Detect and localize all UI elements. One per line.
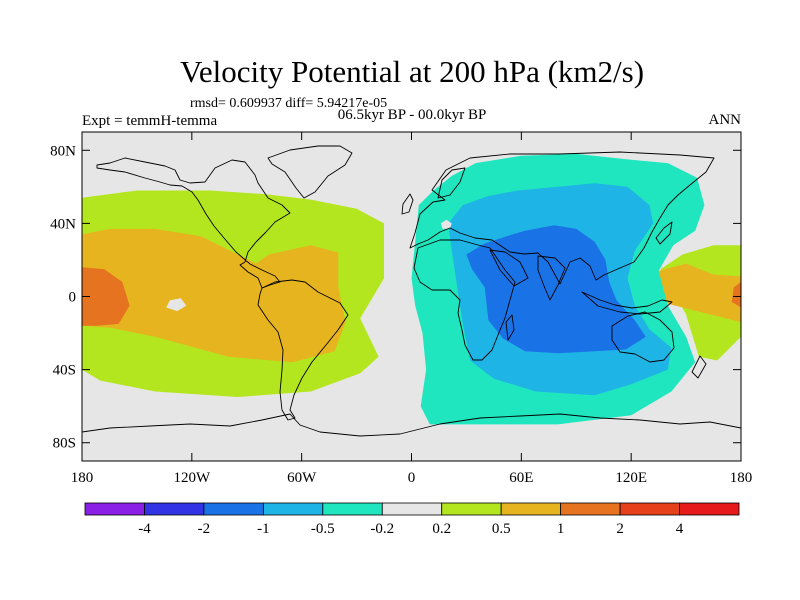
colorbar-swatch — [619, 502, 680, 516]
y-axis: 80N 40N 0 40S 80S — [50, 143, 741, 452]
japan-outline — [655, 221, 673, 245]
colorbar-swatch — [679, 502, 740, 516]
map-panel — [81, 131, 742, 462]
africa-outline — [413, 239, 516, 361]
new-zealand-outline — [691, 355, 707, 379]
colorbar-swatch — [144, 502, 205, 516]
x-tick-label: 120E — [615, 470, 647, 486]
period-label: 06.5kyr BP - 00.0kyr BP — [338, 107, 487, 123]
y-tick-label: 0 — [69, 290, 77, 306]
madagascar-outline — [505, 314, 515, 341]
colorbar-label: -4 — [138, 521, 151, 537]
contour-region-6 — [645, 263, 741, 323]
contour-region-4 — [166, 298, 187, 312]
stats-line: rmsd= 0.609937 diff= 5.94217e-05 — [190, 96, 387, 111]
colorbar-label: -0.2 — [370, 521, 394, 537]
south-america-outline — [257, 279, 349, 421]
y-tick-label: 80N — [50, 143, 76, 159]
india-outline — [537, 255, 566, 301]
x-tick-label: 60W — [287, 470, 317, 486]
contour-region-2 — [82, 228, 346, 363]
britain-outline — [401, 193, 414, 215]
colorbar-swatch — [560, 502, 621, 516]
contour-region-3 — [82, 267, 130, 326]
colorbar-label: 1 — [557, 521, 565, 537]
colorbar-swatch — [203, 502, 264, 516]
contour-region-11 — [440, 219, 452, 229]
colorbar-label: 4 — [676, 521, 684, 537]
arabia-outline — [489, 249, 529, 287]
colorbar-label: -0.5 — [311, 521, 335, 537]
scandinavia-outline — [437, 167, 466, 199]
x-tick-label: 180 — [730, 470, 753, 486]
colorbar-label: -2 — [198, 521, 211, 537]
europe-asia-outline — [409, 151, 715, 285]
north-america-outline — [96, 157, 291, 289]
contour-region-7 — [731, 281, 741, 308]
x-tick-label: 0 — [408, 470, 416, 486]
australia-outline — [611, 311, 675, 363]
x-tick-label: 60E — [509, 470, 533, 486]
x-tick-label: 180 — [71, 470, 94, 486]
season-label: ANN — [709, 112, 742, 128]
colorbar-swatch — [500, 502, 562, 516]
colorbar-label: 0.5 — [492, 521, 511, 537]
colorbar-swatch — [441, 502, 502, 516]
indonesia-outline — [581, 291, 673, 315]
colorbar-label: 2 — [616, 521, 624, 537]
colorbar-label: -1 — [257, 521, 270, 537]
colorbar-label: 0.2 — [432, 521, 451, 537]
colorbar-swatch — [262, 502, 324, 516]
x-axis: 180 120W 60W 0 60E 120E 180 — [71, 132, 753, 486]
antarctica-outline — [82, 413, 741, 437]
colorbar-swatch — [322, 502, 383, 516]
y-tick-label: 80S — [53, 436, 76, 452]
continent-outlines — [82, 145, 741, 437]
greenland-outline — [267, 145, 353, 199]
chart-title: Velocity Potential at 200 hPa (km2/s) — [180, 54, 644, 89]
contour-fill-layer — [82, 153, 741, 425]
colorbar-swatch — [381, 502, 443, 516]
y-tick-label: 40S — [53, 363, 76, 379]
y-tick-label: 40N — [50, 216, 76, 232]
x-tick-label: 120W — [173, 470, 211, 486]
colorbar-swatch — [84, 502, 145, 516]
experiment-label: Expt = temmH-temma — [82, 113, 217, 129]
colorbar: -4 -2 -1 -0.5 -0.2 0.2 0.5 1 2 4 — [84, 502, 740, 537]
